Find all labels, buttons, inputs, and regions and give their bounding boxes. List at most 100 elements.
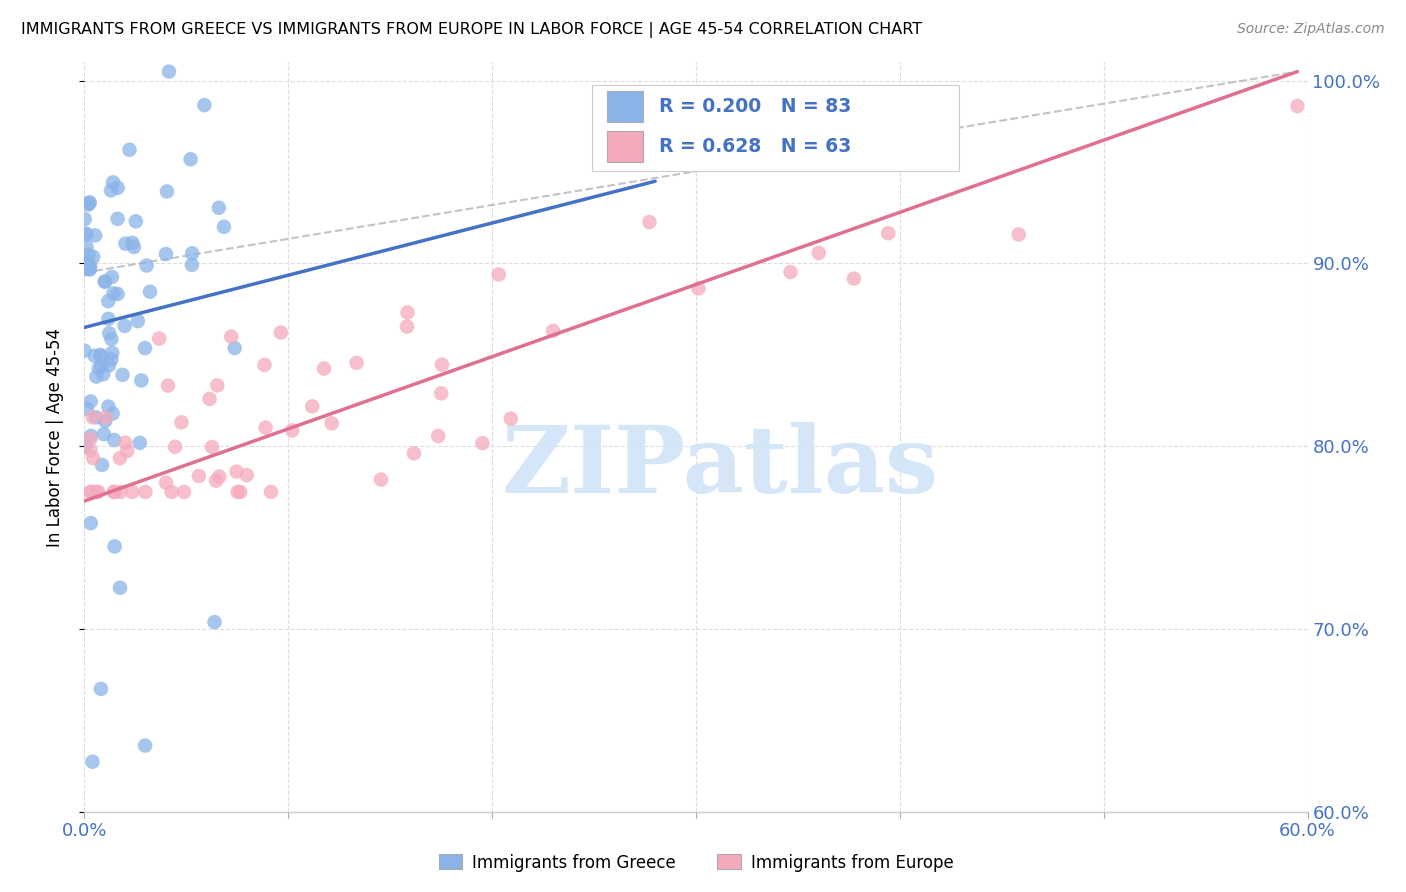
- Point: [107, 287, 129, 301]
- Point: [181, 246, 204, 260]
- Point: [75, 262, 97, 277]
- Point: [156, 185, 179, 199]
- Point: [75, 239, 97, 253]
- Point: [187, 469, 209, 483]
- Point: [134, 341, 156, 355]
- Text: IMMIGRANTS FROM GREECE VS IMMIGRANTS FROM EUROPE IN LABOR FORCE | AGE 45-54 CORR: IMMIGRANTS FROM GREECE VS IMMIGRANTS FRO…: [21, 22, 922, 38]
- Point: [103, 484, 125, 499]
- Point: [87, 361, 110, 376]
- Point: [173, 484, 195, 499]
- Point: [1008, 227, 1031, 242]
- Bar: [606, 90, 644, 122]
- Point: [254, 420, 277, 434]
- Point: [281, 423, 304, 437]
- Point: [94, 414, 117, 428]
- Point: [301, 400, 323, 414]
- Point: [73, 343, 96, 358]
- Point: [76, 401, 98, 416]
- Point: [155, 475, 177, 490]
- Point: [75, 227, 97, 241]
- Point: [114, 236, 136, 251]
- Point: [181, 258, 204, 272]
- Point: [101, 346, 124, 360]
- Point: [135, 259, 157, 273]
- Text: Source: ZipAtlas.com: Source: ZipAtlas.com: [1237, 22, 1385, 37]
- Point: [104, 540, 127, 554]
- Point: [76, 256, 98, 270]
- Point: [103, 433, 125, 447]
- Point: [107, 211, 129, 226]
- Point: [139, 285, 162, 299]
- Point: [107, 181, 129, 195]
- Point: [229, 484, 252, 499]
- Point: [100, 352, 122, 367]
- Point: [370, 473, 392, 487]
- Point: [77, 197, 100, 211]
- Point: [80, 429, 103, 443]
- Point: [90, 681, 112, 696]
- Point: [76, 258, 98, 272]
- Point: [499, 411, 522, 425]
- Point: [79, 394, 101, 409]
- Point: [94, 275, 117, 289]
- Point: [91, 458, 114, 472]
- Point: [877, 226, 900, 240]
- Point: [207, 378, 229, 392]
- Point: [488, 268, 510, 282]
- Point: [90, 349, 112, 363]
- Point: [121, 484, 143, 499]
- Point: [108, 451, 131, 466]
- Point: [193, 98, 215, 112]
- Point: [134, 484, 156, 499]
- Point: [270, 326, 292, 340]
- Point: [90, 359, 112, 373]
- Point: [89, 348, 111, 362]
- Point: [134, 739, 156, 753]
- Point: [127, 314, 149, 328]
- Point: [80, 516, 103, 530]
- Point: [73, 212, 96, 227]
- Point: [346, 356, 368, 370]
- Point: [94, 275, 117, 289]
- Point: [80, 484, 103, 499]
- Point: [430, 386, 453, 401]
- Point: [79, 195, 101, 210]
- Point: [75, 227, 97, 242]
- Point: [165, 440, 187, 454]
- Point: [97, 400, 120, 414]
- Point: [208, 469, 231, 483]
- Point: [93, 427, 115, 442]
- Point: [198, 392, 221, 406]
- Point: [688, 281, 710, 295]
- Y-axis label: In Labor Force | Age 45-54: In Labor Force | Age 45-54: [45, 327, 63, 547]
- Point: [157, 64, 180, 78]
- Point: [125, 214, 148, 228]
- Point: [128, 435, 150, 450]
- Point: [91, 367, 114, 381]
- Point: [225, 465, 247, 479]
- Point: [396, 305, 419, 319]
- Point: [226, 484, 249, 499]
- Point: [77, 196, 100, 211]
- Point: [79, 432, 101, 446]
- Point: [82, 250, 104, 264]
- Point: [98, 359, 121, 373]
- Point: [122, 240, 145, 254]
- Text: R = 0.628   N = 63: R = 0.628 N = 63: [659, 137, 852, 156]
- Point: [84, 410, 107, 425]
- Point: [201, 440, 224, 454]
- Point: [180, 153, 202, 167]
- Point: [253, 358, 276, 372]
- Point: [97, 311, 120, 326]
- Point: [131, 373, 153, 387]
- Point: [82, 410, 104, 425]
- Point: [205, 474, 228, 488]
- Point: [83, 349, 105, 363]
- Point: [779, 265, 801, 279]
- FancyBboxPatch shape: [592, 85, 959, 171]
- Point: [115, 443, 138, 458]
- Point: [86, 484, 108, 499]
- Point: [94, 410, 117, 425]
- Point: [236, 468, 259, 483]
- Point: [75, 254, 97, 268]
